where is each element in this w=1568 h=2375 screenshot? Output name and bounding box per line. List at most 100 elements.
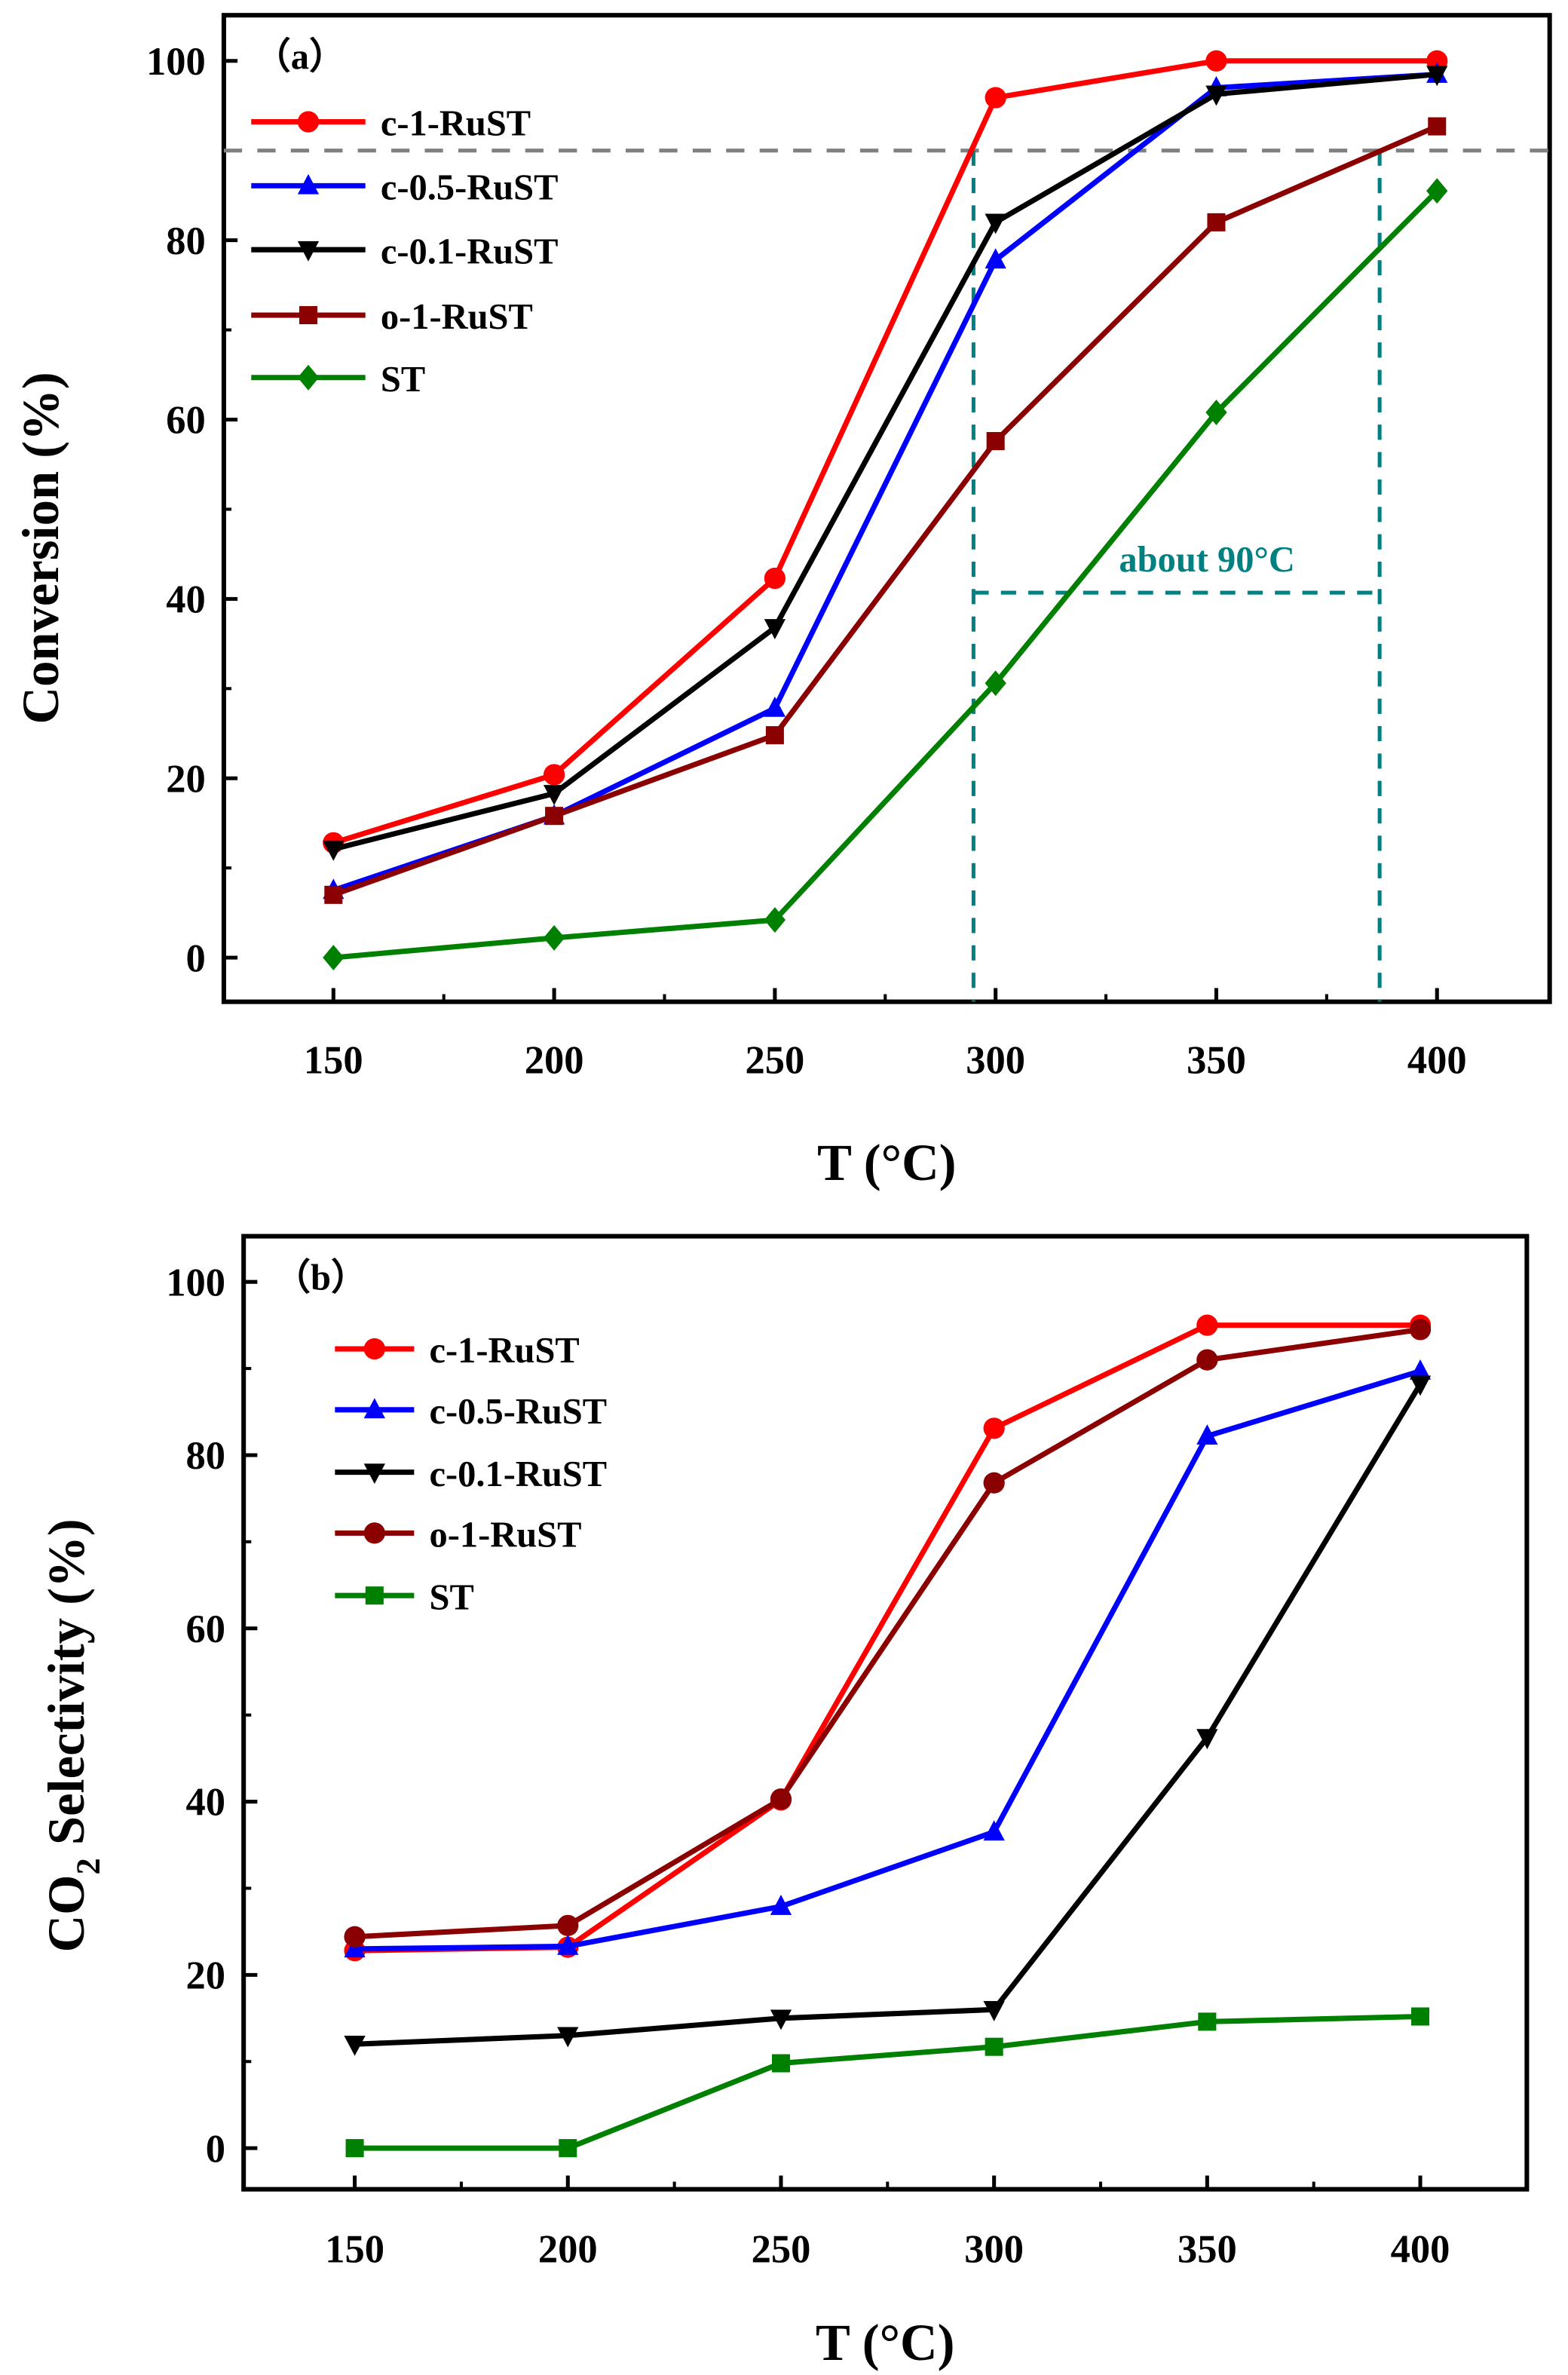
legend-marker — [363, 1338, 385, 1360]
y-axis-title-subscript: 2 — [69, 1858, 106, 1874]
x-tick-label: 350 — [1178, 2228, 1237, 2272]
data-point — [983, 2000, 1005, 2021]
data-point — [1196, 1729, 1218, 1750]
data-point — [545, 807, 564, 826]
x-tick-label: 200 — [525, 1039, 584, 1083]
legend-label: c-0.1-RuST — [381, 231, 559, 271]
legend-label: ST — [381, 360, 425, 400]
data-point — [557, 1934, 579, 1955]
series-line — [354, 2013, 1421, 2151]
panel-label: （b） — [274, 1257, 368, 1298]
data-point — [985, 248, 1006, 269]
y-axis-title-rest: Selectivity (%) — [38, 1518, 95, 1858]
legend-label: o-1-RuST — [430, 1515, 582, 1555]
legend-marker — [297, 364, 320, 391]
series-o-1-RuST — [324, 117, 1447, 904]
y-axis-title: CO2 Selectivity (%) — [38, 1518, 106, 1952]
data-point — [557, 2027, 579, 2048]
data-point — [1196, 1424, 1218, 1445]
plot-frame — [241, 1233, 1530, 2192]
y-tick-label: 60 — [166, 399, 206, 443]
y-tick-label: 40 — [166, 578, 206, 622]
data-point — [1205, 50, 1227, 72]
data-point — [557, 1914, 579, 1936]
legend-label: c-1-RuST — [430, 1331, 580, 1371]
y-tick-label: 80 — [166, 219, 206, 263]
data-point — [770, 2009, 792, 2030]
x-tick-label: 350 — [1187, 1039, 1246, 1083]
x-tick-label: 300 — [964, 2228, 1024, 2272]
series-line — [354, 1382, 1423, 2047]
x-tick-label: 150 — [304, 1039, 363, 1083]
data-point — [764, 619, 786, 639]
data-point — [764, 696, 786, 717]
data-point — [543, 764, 565, 786]
x-tick-label: 400 — [1407, 1039, 1467, 1083]
y-tick-label: 100 — [166, 1261, 225, 1304]
series-line — [354, 1368, 1422, 1952]
data-point — [1207, 213, 1226, 231]
y-axis-title: Conversion (%) — [12, 372, 69, 724]
data-point — [985, 2037, 1003, 2056]
legend-marker — [297, 173, 320, 195]
series-c-0.5-RuST — [344, 1359, 1432, 1958]
data-point — [770, 1895, 792, 1915]
y-tick-label: 20 — [185, 1954, 225, 1998]
data-point — [765, 726, 784, 745]
x-tick-label: 200 — [538, 2228, 598, 2272]
panel-a-conversion: 0 20 40 60 80 100 150 200 250 300 350 400 T (°C) Conv… — [12, 13, 1552, 1191]
series-line — [332, 188, 1439, 961]
data-point — [543, 924, 565, 951]
legend-label: c-0.5-RuST — [430, 1392, 608, 1432]
x-axis-title: T (°C) — [816, 2314, 954, 2371]
series-c-0.1-RuST — [344, 1375, 1432, 2056]
data-point — [983, 1472, 1005, 1494]
x-tick-label: 250 — [752, 2228, 811, 2272]
series-o-1-RuST — [344, 1319, 1432, 1948]
series-ST — [345, 2007, 1430, 2158]
data-point — [1198, 2012, 1217, 2031]
data-point — [986, 432, 1005, 451]
legend-marker — [297, 111, 320, 133]
y-tick-label: 100 — [146, 40, 206, 84]
panel-b-selectivity: 0 20 40 60 80 100 150 200 250 300 350 400 T (°C) CO2 … — [38, 1233, 1530, 2371]
legend-marker — [365, 1586, 384, 1605]
series-c-0.1-RuST — [323, 66, 1448, 861]
data-point — [1428, 117, 1447, 136]
data-point — [1205, 400, 1227, 425]
legend-label: o-1-RuST — [381, 297, 533, 337]
legend-label: c-0.5-RuST — [381, 168, 559, 208]
data-point — [764, 567, 786, 590]
y-tick-label: 40 — [185, 1781, 225, 1825]
series-line — [332, 58, 1438, 846]
range-annotation: about 90°C — [1119, 540, 1294, 580]
data-point — [1205, 85, 1227, 106]
x-axis-title: T (°C) — [817, 1134, 956, 1191]
data-point — [1196, 1314, 1218, 1336]
data-point — [1409, 1319, 1432, 1341]
data-point — [324, 885, 343, 904]
y-tick-label: 0 — [206, 2127, 225, 2171]
data-point — [1409, 1375, 1432, 1396]
data-point — [344, 2035, 366, 2056]
data-point — [345, 2139, 364, 2158]
legend-marker — [363, 1398, 385, 1419]
data-point — [1196, 1349, 1218, 1371]
y-tick-label: 0 — [185, 936, 205, 980]
data-point — [323, 945, 345, 971]
x-tick-label: 300 — [966, 1039, 1025, 1083]
data-point — [983, 1820, 1005, 1841]
data-point — [983, 1417, 1005, 1439]
legend-marker — [363, 1463, 385, 1485]
x-tick-label: 400 — [1391, 2228, 1450, 2272]
panel-label: （a） — [254, 36, 345, 77]
data-point — [985, 87, 1006, 109]
legend-marker — [299, 305, 318, 324]
data-point — [771, 2054, 790, 2073]
legend-label: c-1-RuST — [381, 104, 531, 144]
series-line — [332, 72, 1438, 852]
legend-marker — [297, 241, 320, 262]
y-tick-label: 60 — [185, 1607, 225, 1651]
series-line — [332, 124, 1438, 898]
